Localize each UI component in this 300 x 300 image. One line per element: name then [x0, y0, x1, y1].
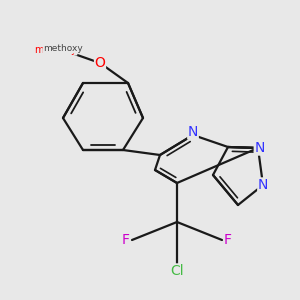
Text: N: N [188, 125, 198, 139]
Text: O: O [94, 56, 105, 70]
Text: N: N [254, 141, 265, 155]
Text: F: F [224, 233, 232, 247]
Text: N: N [258, 178, 268, 192]
Text: F: F [122, 233, 130, 247]
Text: methoxy: methoxy [43, 44, 83, 53]
Text: methoxy: methoxy [34, 45, 77, 55]
Text: Cl: Cl [170, 264, 184, 278]
